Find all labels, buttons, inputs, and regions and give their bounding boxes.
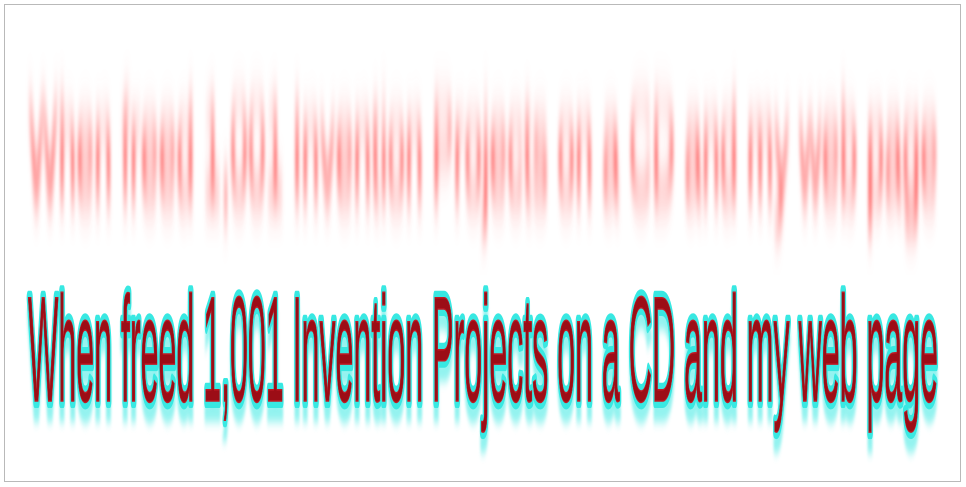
banner-graphic: When freed 1,001 Invention Projects on a… (15, 35, 952, 454)
text-banner-image: When freed 1,001 Invention Projects on a… (5, 5, 960, 481)
cyan-outline-layer: When freed 1,001 Invention Projects on a… (21, 258, 945, 440)
banner-frame: When freed 1,001 Invention Projects on a… (4, 4, 961, 482)
cyan-shadow-layer: When freed 1,001 Invention Projects on a… (23, 276, 943, 454)
banner-main-text: When freed 1,001 Invention Projects on a… (28, 265, 938, 433)
main-text-layer: When freed 1,001 Invention Projects on a… (27, 264, 939, 434)
cyan-shadow-text: When freed 1,001 Invention Projects on a… (28, 281, 938, 449)
red-glow-layer (15, 35, 952, 275)
cyan-outline-text: When freed 1,001 Invention Projects on a… (28, 265, 938, 433)
